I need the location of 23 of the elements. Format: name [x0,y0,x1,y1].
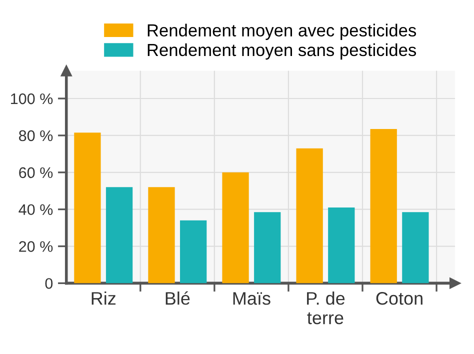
bar [180,220,207,284]
y-tick-label: 0 [45,278,53,289]
bar [222,172,249,284]
bar [370,128,397,284]
x-tick-label: P. de terre [307,292,345,324]
bar [402,212,429,284]
y-tick-label: 40 % [18,204,53,216]
bar [148,187,175,284]
bar [106,187,133,284]
x-tick-label: Blé [166,291,190,305]
bar [74,132,101,284]
y-tick-label: 100 % [11,93,53,104]
legend-label: Rendement moyen avec pesticides [148,24,416,40]
y-tick-label: 60 % [19,167,53,178]
bar [254,212,281,284]
bar [296,148,323,284]
y-tick-label: 80 % [19,130,53,142]
bar [328,207,355,284]
x-tick-label: Maïs [233,292,270,305]
x-tick-label: Coton [376,292,422,305]
x-tick-label: Riz [92,292,116,305]
y-tick-label: 20 % [19,241,53,252]
legend-label: Rendement moyen sans pesticides [148,43,416,60]
